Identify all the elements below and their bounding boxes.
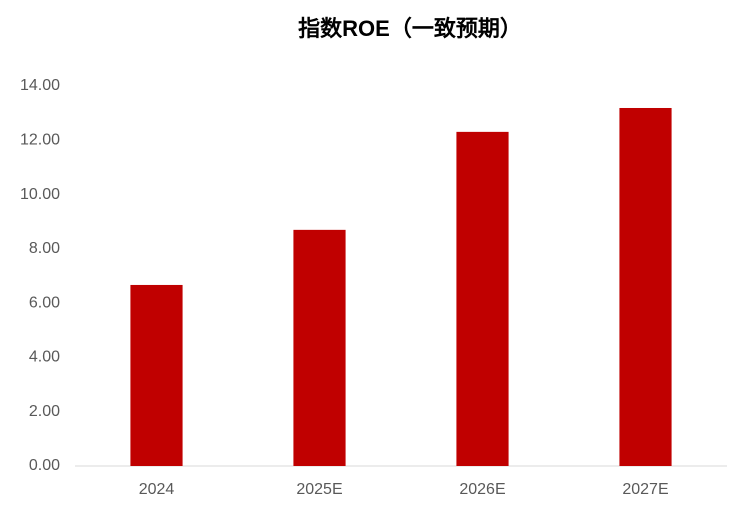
chart-title: 指数ROE（一致预期） <box>298 16 522 41</box>
y-tick-label: 2.00 <box>29 403 60 420</box>
bar <box>619 107 672 466</box>
bar <box>130 284 183 466</box>
x-tick-label: 2024 <box>139 481 175 498</box>
x-tick-label: 2025E <box>296 481 342 498</box>
y-tick-label: 0.00 <box>29 457 60 474</box>
y-tick-label: 10.00 <box>20 186 60 203</box>
y-tick-label: 12.00 <box>20 132 60 149</box>
x-tick-label: 2027E <box>622 481 668 498</box>
y-tick-label: 8.00 <box>29 240 60 257</box>
y-tick-label: 6.00 <box>29 294 60 311</box>
bar <box>456 131 509 466</box>
y-tick-label: 14.00 <box>20 77 60 94</box>
bar <box>293 229 346 466</box>
x-tick-label: 2026E <box>459 481 505 498</box>
y-tick-label: 4.00 <box>29 349 60 366</box>
